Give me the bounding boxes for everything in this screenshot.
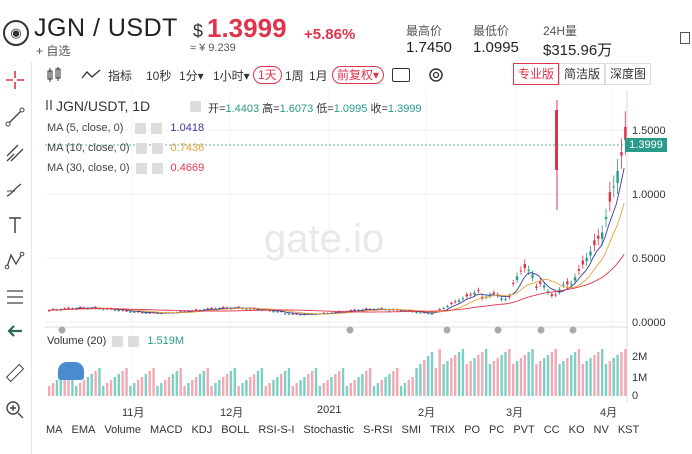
volume-close-icon[interactable] [128,335,140,347]
volume-settings-icon[interactable] [112,335,124,347]
volume-24h-value: $315.96万 [543,42,613,59]
text-icon[interactable] [0,210,30,240]
indicator-pvt[interactable]: PVT [513,424,535,436]
back-arrow-icon[interactable] [0,316,30,346]
volume-axis-label: 0 [632,390,639,402]
price-currency: $ [193,21,204,41]
indicator-ema[interactable]: EMA [71,424,96,436]
indicator-volume[interactable]: Volume [104,424,142,436]
pattern-icon[interactable] [0,246,30,276]
parallel-channel-icon[interactable] [0,138,30,168]
adjust-dropdown[interactable]: 前复权▾ [332,64,385,86]
interval-1mo[interactable]: 1月 [309,68,328,83]
ma30-close-icon[interactable] [151,162,163,174]
interval-1m[interactable]: 1分▾ [179,68,204,83]
ma5-legend: MA (5, close, 0) 1.0418 [47,122,205,134]
ma30-settings-icon[interactable] [135,162,147,174]
ma10-legend: MA (10, close, 0) 0.7436 [47,142,205,154]
chart-settings-icon[interactable] [190,101,201,112]
price-axis-label: 0.0000 [632,317,666,329]
indicator-po[interactable]: PO [464,424,481,436]
high-value: 1.7450 [406,39,452,56]
interval-1d[interactable]: 1天 [253,64,282,86]
trend-line-icon[interactable] [0,102,30,132]
indicator-ko[interactable]: KO [568,424,585,436]
volume-legend: Volume (20) 1.519M [47,335,185,347]
indicator-boll[interactable]: BOLL [221,424,250,436]
indicator-kdj[interactable]: KDJ [191,424,213,436]
chart-title: JGN/USDT, 1D [56,98,151,114]
price-cny: ≈ ¥ 9.239 [190,42,236,54]
ma5-settings-icon[interactable] [135,122,147,134]
volume-axis-label: 1M [632,372,648,384]
drawing-toolbar [0,62,32,454]
fullscreen-icon[interactable] [680,32,690,44]
interval-10s[interactable]: 10秒 [146,68,172,83]
indicator-rsi-s-i[interactable]: RSI-S-I [258,424,295,436]
indicator-ma[interactable]: MA [46,424,63,436]
add-favorite-button[interactable]: + 自选 [36,44,71,58]
x-axis-label: 3月 [506,407,524,419]
volume-axis-label: 2M [632,351,648,363]
low-value: 1.0995 [473,39,519,56]
x-axis-label: 11月 [122,407,145,419]
ma5-close-icon[interactable] [151,122,163,134]
tab-pro[interactable]: 专业版 [513,63,560,85]
tab-depth[interactable]: 深度图 [605,63,652,85]
x-axis-label: 2021 [317,404,342,416]
line-type-icon[interactable] [80,66,102,84]
high-label: 最高价 [406,24,443,38]
ma30-legend: MA (30, close, 0) 0.4669 [47,162,205,174]
fib-retracement-icon[interactable] [0,282,30,312]
zoom-in-icon[interactable] [0,395,30,425]
price-axis-label: 1.5000 [632,125,666,137]
volume-24h-label: 24H量 [543,24,578,38]
indicator-trix[interactable]: TRIX [430,424,456,436]
price-axis-label: 0.5000 [632,253,666,265]
interval-1w[interactable]: 1周 [285,68,304,83]
ma10-settings-icon[interactable] [135,142,147,154]
crosshair-icon[interactable] [0,65,30,95]
tab-simple[interactable]: 简洁版 [559,63,606,85]
ruler-icon[interactable] [0,358,30,388]
indicator-kst[interactable]: KST [617,424,640,436]
indicator-button[interactable]: 指标 [108,68,133,83]
cloud-icon [58,362,84,380]
x-axis-label: 2月 [418,407,436,419]
indicator-s-rsi[interactable]: S-RSI [363,424,393,436]
watermark: gate.io [264,217,384,261]
indicator-pc[interactable]: PC [489,424,505,436]
ohlc-readout: 开=1.4403 高=1.6073 低=1.0995 收=1.3999 [208,103,422,115]
x-axis-label: 12月 [220,407,244,419]
indicator-smi[interactable]: SMI [401,424,422,436]
low-label: 最低价 [473,24,510,38]
x-axis-label: 4月 [600,407,618,419]
keyboard-icon[interactable] [392,68,410,82]
indicator-nv[interactable]: NV [593,424,609,436]
price-axis-label: 1.0000 [632,189,666,201]
pair-symbol: JGN / USDT [34,14,178,42]
price-change: +5.86% [304,26,356,43]
lion-logo-icon: ◉ [3,20,29,46]
settings-gear-icon[interactable] [426,65,446,90]
candlestick-chart[interactable]: gate.io [32,90,692,420]
interval-1h[interactable]: 1小时▾ [213,68,250,83]
indicator-bar: MA EMA Volume MACD KDJ BOLL RSI-S-I Stochastic S… [46,424,648,436]
last-price-tag: 1.3999 [625,138,667,152]
candlestick-type-icon[interactable] [44,66,64,84]
indicator-cc[interactable]: CC [543,424,560,436]
view-tabs: 专业版 简洁版 深度图 [513,63,652,85]
indicator-macd[interactable]: MACD [150,424,183,436]
brush-icon[interactable] [0,174,30,204]
indicator-stochastic[interactable]: Stochastic [303,424,355,436]
ma10-close-icon[interactable] [151,142,163,154]
collapse-legend-icon[interactable] [46,100,52,110]
last-price: 1.3999 [207,13,287,43]
